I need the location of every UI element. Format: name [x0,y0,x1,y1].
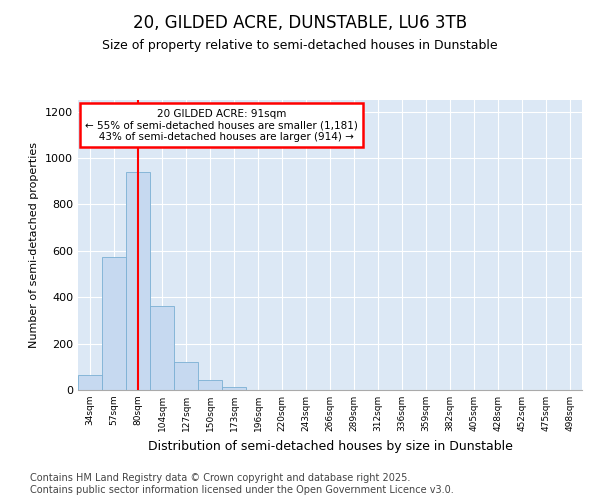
Bar [102,256,126,390]
Text: 20, GILDED ACRE, DUNSTABLE, LU6 3TB: 20, GILDED ACRE, DUNSTABLE, LU6 3TB [133,14,467,32]
Bar [174,362,198,390]
X-axis label: Distribution of semi-detached houses by size in Dunstable: Distribution of semi-detached houses by … [148,440,512,452]
Text: 20 GILDED ACRE: 91sqm
← 55% of semi-detached houses are smaller (1,181)
   43% o: 20 GILDED ACRE: 91sqm ← 55% of semi-deta… [85,108,358,142]
Text: Contains HM Land Registry data © Crown copyright and database right 2025.
Contai: Contains HM Land Registry data © Crown c… [30,474,454,495]
Bar [150,306,174,390]
Y-axis label: Number of semi-detached properties: Number of semi-detached properties [29,142,40,348]
Bar [126,172,150,390]
Text: Size of property relative to semi-detached houses in Dunstable: Size of property relative to semi-detach… [102,40,498,52]
Bar [198,380,222,390]
Bar [222,386,246,390]
Bar [78,375,102,390]
